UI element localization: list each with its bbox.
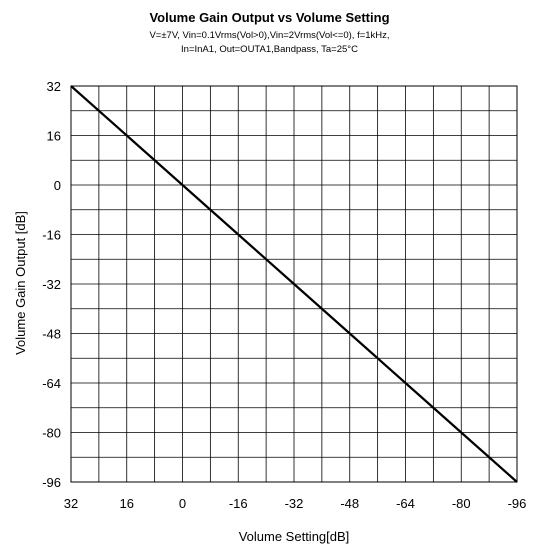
plot-frame (70, 85, 518, 483)
chart-subtitle-line-1: V=±7V, Vin=0.1Vrms(Vol>0),Vin=2Vrms(Vol<… (149, 30, 390, 41)
x-tick-label: -16 (229, 496, 248, 511)
y-tick-label: -16 (42, 228, 61, 243)
x-axis-label: Volume Setting[dB] (239, 529, 350, 544)
series-line (70, 85, 518, 483)
y-tick-label: -64 (42, 376, 61, 391)
y-tick-label: -80 (42, 426, 61, 441)
y-tick-label: -32 (42, 277, 61, 292)
x-tick-label: 0 (179, 496, 186, 511)
x-tick-label: 32 (64, 496, 78, 511)
y-tick-label: 32 (47, 79, 61, 94)
y-axis-label: Volume Gain Output [dB] (13, 211, 28, 355)
x-tick-label: -48 (340, 496, 359, 511)
chart-title: Volume Gain Output vs Volume Setting (149, 10, 390, 25)
y-tick-label: 16 (47, 129, 61, 144)
grid (71, 86, 517, 482)
y-tick-label: -96 (42, 475, 61, 490)
x-tick-label: -32 (285, 496, 304, 511)
x-tick-label: 16 (120, 496, 134, 511)
x-tick-label: -80 (452, 496, 471, 511)
y-tick-label: -48 (42, 327, 61, 342)
x-tick-label: -64 (396, 496, 415, 511)
x-tick-label: -96 (508, 496, 527, 511)
x-tick-labels: 32 16 0 -16 -32 -48 -64 -80 -96 (64, 496, 527, 511)
y-tick-labels: 32 16 0 -16 -32 -48 -64 -80 -96 (42, 79, 61, 490)
chart-subtitle-line-2: In=InA1, Out=OUTA1,Bandpass, Ta=25°C (181, 44, 358, 55)
series-group (70, 85, 518, 483)
y-tick-label: 0 (54, 178, 61, 193)
